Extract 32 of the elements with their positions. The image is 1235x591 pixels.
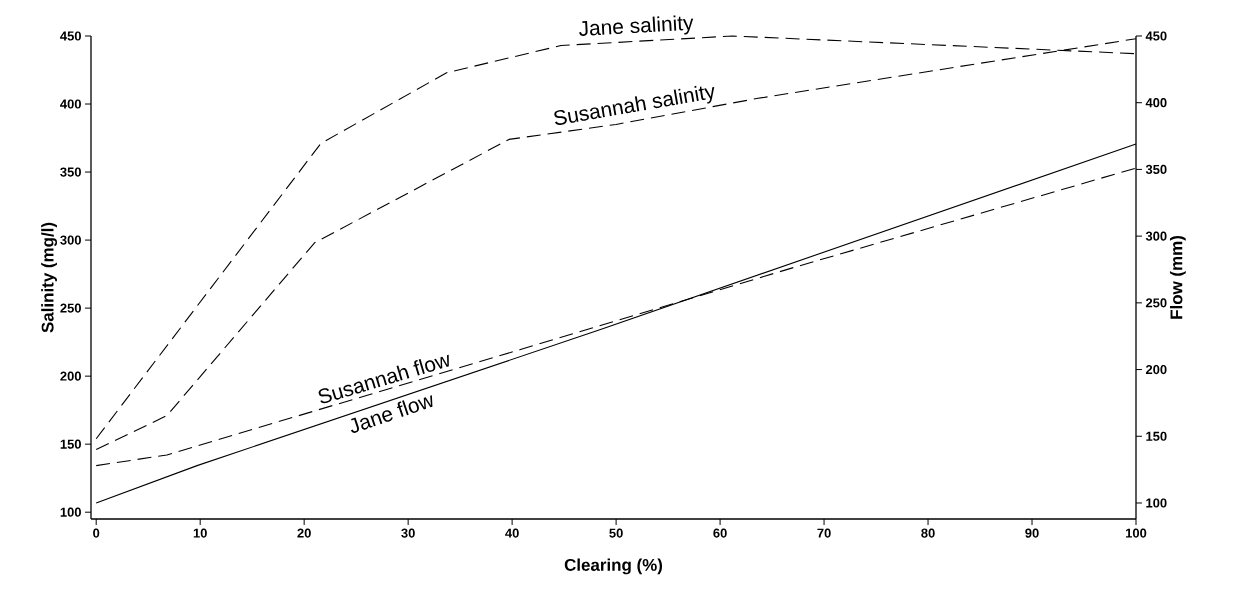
y2-tick-label: 100 bbox=[1146, 498, 1167, 508]
x-tick-label: 90 bbox=[1025, 528, 1039, 538]
y-tick-label: 350 bbox=[60, 167, 81, 177]
x-tick-label: 10 bbox=[193, 528, 207, 538]
x-tick-label: 40 bbox=[505, 528, 519, 538]
y-tick-label: 250 bbox=[60, 303, 81, 313]
x-axis-title: Clearing (%) bbox=[564, 558, 663, 575]
x-tick-label: 20 bbox=[297, 528, 311, 538]
y2-tick-label: 300 bbox=[1145, 231, 1167, 241]
x-tick-label: 80 bbox=[921, 528, 935, 538]
x-tick-label: 70 bbox=[817, 528, 831, 538]
y2-tick-label: 250 bbox=[1145, 298, 1167, 308]
y-tick-label: 450 bbox=[60, 31, 81, 41]
y-tick-label: 150 bbox=[60, 439, 81, 449]
y2-tick-label: 400 bbox=[1145, 98, 1167, 108]
y2-tick-label: 150 bbox=[1146, 431, 1167, 441]
y-tick-label: 300 bbox=[60, 235, 81, 245]
y2-tick-label: 450 bbox=[1145, 31, 1167, 41]
y-tick-label: 400 bbox=[60, 99, 81, 109]
x-tick-label: 0 bbox=[93, 528, 100, 538]
y2-tick-label: 350 bbox=[1145, 164, 1167, 175]
text: Susannah salinity bbox=[554, 85, 715, 125]
x-tick-label: 100 bbox=[1126, 528, 1147, 538]
y2-tick-label: 200 bbox=[1145, 364, 1167, 375]
series-label: Jane salinity bbox=[579, 15, 694, 36]
y-tick-label: 200 bbox=[60, 371, 81, 381]
y-axis-title: Salinity (mg/l) bbox=[41, 222, 58, 333]
x-tick-label: 30 bbox=[401, 528, 415, 538]
x-tick-label: 60 bbox=[713, 528, 727, 538]
x-tick-label: 50 bbox=[609, 528, 623, 538]
y-tick-label: 100 bbox=[60, 507, 81, 517]
y2-axis-title: Flow (mm) bbox=[1169, 236, 1186, 319]
